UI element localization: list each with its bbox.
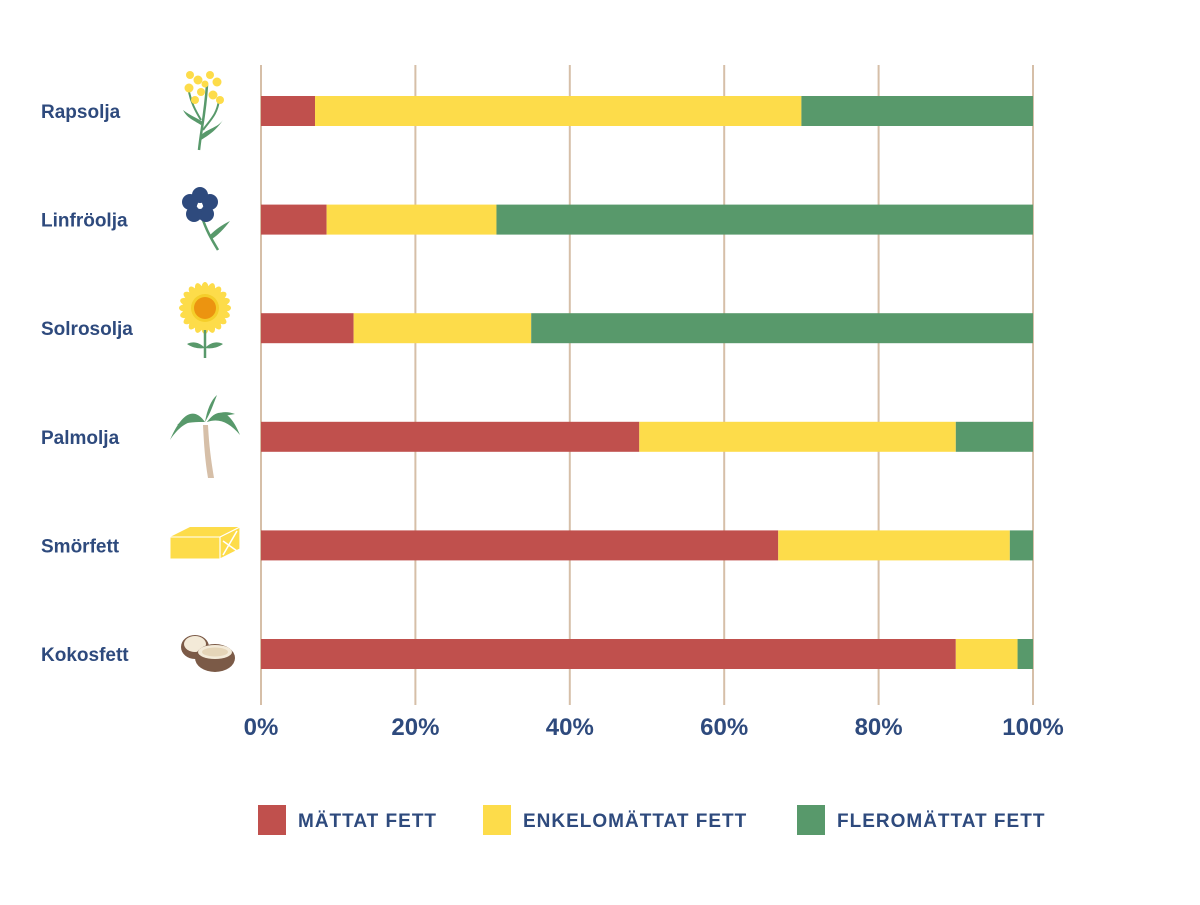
bars bbox=[261, 96, 1034, 669]
bar-segment-3 bbox=[1009, 530, 1033, 561]
bar-segment-3 bbox=[955, 421, 1033, 452]
bar-segment-2 bbox=[639, 421, 956, 452]
rapeseed-flower-icon bbox=[183, 71, 224, 151]
butter-block-icon bbox=[169, 526, 241, 560]
x-tick-label: 100% bbox=[1002, 714, 1063, 741]
bar-segment-2 bbox=[955, 639, 1018, 669]
grid-lines bbox=[260, 65, 1034, 705]
legend-label: FLEROMÄTTAT FETT bbox=[837, 811, 1045, 832]
x-tick-label: 20% bbox=[391, 714, 439, 741]
legend-swatch bbox=[258, 805, 286, 835]
bar-segment-2 bbox=[315, 96, 802, 126]
category-label: Solrosolja bbox=[41, 319, 133, 340]
bar-segment-1 bbox=[261, 421, 640, 452]
sunflower-icon bbox=[179, 282, 231, 358]
legend-label: MÄTTAT FETT bbox=[298, 811, 437, 832]
bar-segment-1 bbox=[261, 639, 956, 669]
bar-segment-2 bbox=[353, 313, 532, 344]
x-tick-label: 0% bbox=[244, 714, 279, 741]
category-label: Smörfett bbox=[41, 536, 120, 557]
bar-segment-3 bbox=[531, 313, 1033, 344]
flax-flower-icon bbox=[182, 187, 230, 251]
category-label: Palmolja bbox=[41, 428, 120, 449]
category-labels: Rapsolja Linfröolja Solrosolja Palmolja Smör… bbox=[41, 102, 133, 666]
bar-segment-1 bbox=[261, 96, 316, 126]
bar-segment-2 bbox=[326, 204, 497, 235]
category-label: Linfröolja bbox=[41, 211, 128, 232]
bar-segment-1 bbox=[261, 204, 327, 235]
x-tick-label: 40% bbox=[546, 714, 594, 741]
bar-segment-3 bbox=[801, 96, 1033, 126]
x-axis-tick-labels: 0% 20% 40% 60% 80% 100% bbox=[244, 714, 1064, 741]
legend-swatch bbox=[483, 805, 511, 835]
legend: MÄTTAT FETT ENKELOMÄTTAT FETT FLEROMÄTTAT … bbox=[258, 805, 1045, 835]
x-tick-label: 80% bbox=[855, 714, 903, 741]
coconut-icon bbox=[181, 635, 235, 672]
palm-tree-icon bbox=[170, 395, 240, 478]
bar-segment-3 bbox=[1017, 639, 1033, 669]
bar-segment-1 bbox=[261, 313, 354, 344]
category-label: Rapsolja bbox=[41, 102, 121, 123]
category-icons bbox=[169, 71, 241, 672]
bar-segment-1 bbox=[261, 530, 779, 561]
legend-label: ENKELOMÄTTAT FETT bbox=[523, 811, 747, 832]
category-label: Kokosfett bbox=[41, 645, 129, 666]
bar-segment-3 bbox=[496, 204, 1034, 235]
bar-segment-2 bbox=[778, 530, 1010, 561]
x-tick-label: 60% bbox=[700, 714, 748, 741]
legend-swatch bbox=[797, 805, 825, 835]
